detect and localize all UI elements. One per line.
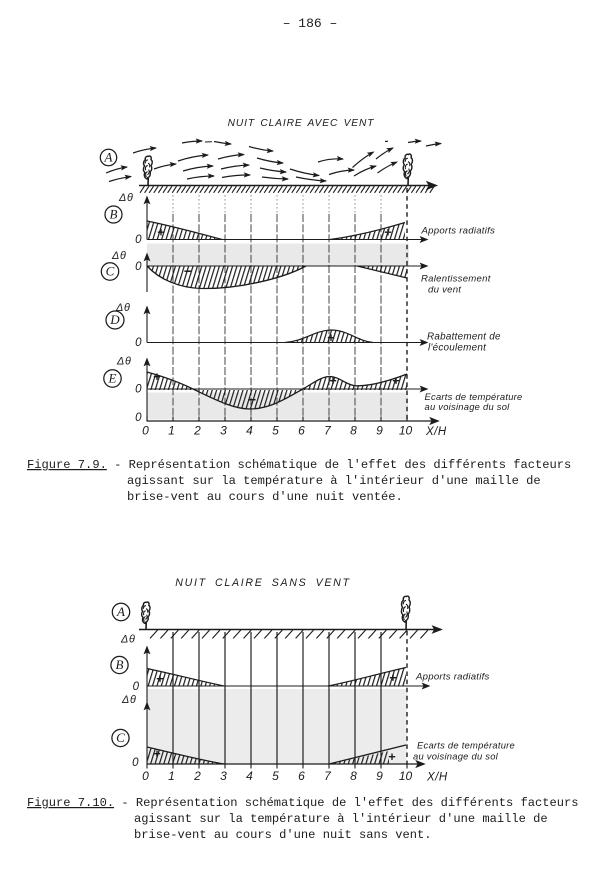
svg-text:Ecarts de température: Ecarts de température [417, 740, 515, 751]
svg-text:Δθ: Δθ [116, 356, 132, 368]
svg-text:Δθ: Δθ [118, 192, 134, 204]
svg-text:du vent: du vent [428, 285, 461, 296]
svg-text:A: A [116, 604, 125, 619]
svg-text:3: 3 [220, 424, 227, 438]
svg-text:brise-vent au cours d'une nuit: brise-vent au cours d'une nuit sans vent… [134, 828, 432, 842]
svg-text:Ecarts de température: Ecarts de température [425, 391, 523, 402]
svg-text:7: 7 [324, 424, 332, 438]
svg-text:au voisinage du sol: au voisinage du sol [425, 401, 511, 412]
svg-text:0: 0 [135, 384, 142, 396]
svg-text:3: 3 [220, 769, 227, 783]
svg-text:Δθ: Δθ [120, 634, 136, 646]
svg-text:au voisinage du sol: au voisinage du sol [413, 751, 499, 762]
svg-text:2: 2 [193, 424, 201, 438]
svg-text:6: 6 [298, 424, 305, 438]
svg-text:l'écoulement: l'écoulement [428, 343, 487, 354]
svg-text:9: 9 [376, 424, 383, 438]
svg-text:Ralentissement: Ralentissement [421, 274, 491, 285]
svg-text:1: 1 [168, 424, 175, 438]
svg-text:NUIT CLAIRE SANS VENT: NUIT CLAIRE SANS VENT [175, 577, 350, 589]
svg-text:agissant sur la température à: agissant sur la température à l'intérieu… [127, 474, 541, 488]
svg-text:0: 0 [133, 681, 140, 693]
svg-text:8: 8 [350, 424, 357, 438]
svg-text:brise-vent au cours d'une nuit: brise-vent au cours d'une nuit ventée. [127, 490, 403, 504]
svg-text:Rabattement de: Rabattement de [427, 332, 501, 343]
svg-text:4: 4 [246, 424, 253, 438]
svg-text:8: 8 [350, 769, 357, 783]
svg-text:0: 0 [135, 261, 142, 273]
svg-text:B: B [116, 657, 124, 672]
svg-text:6: 6 [298, 769, 305, 783]
svg-text:agissant sur la température à: agissant sur la température à l'intérieu… [134, 812, 548, 826]
svg-text:0: 0 [135, 234, 142, 246]
svg-text:2: 2 [193, 769, 201, 783]
svg-text:Δθ: Δθ [121, 694, 137, 706]
svg-text:Figure 7.9. - Représentation s: Figure 7.9. - Représentation schématique… [27, 458, 571, 472]
svg-text:B: B [110, 207, 118, 222]
svg-text:5: 5 [272, 424, 279, 438]
svg-text:C: C [106, 264, 115, 279]
svg-text:X/H: X/H [426, 772, 448, 784]
svg-text:10: 10 [399, 769, 413, 783]
svg-text:0: 0 [135, 412, 142, 424]
svg-text:Δθ: Δθ [111, 250, 127, 262]
svg-text:NUIT CLAIRE AVEC VENT: NUIT CLAIRE AVEC VENT [228, 118, 375, 129]
svg-text:0: 0 [142, 424, 149, 438]
svg-text:0: 0 [135, 337, 142, 349]
svg-text:9: 9 [376, 769, 383, 783]
svg-text:Figure 7.10. - Représentation: Figure 7.10. - Représentation schématiqu… [27, 796, 579, 810]
svg-text:D: D [109, 312, 120, 327]
svg-text:0: 0 [142, 769, 149, 783]
svg-text:– 186 –: – 186 – [283, 16, 338, 31]
svg-text:A: A [104, 150, 113, 165]
svg-text:1: 1 [168, 769, 175, 783]
svg-text:X/H: X/H [425, 426, 447, 438]
svg-text:5: 5 [272, 769, 279, 783]
svg-text:E: E [108, 371, 117, 386]
svg-text:7: 7 [324, 769, 332, 783]
svg-text:Apports radiatifs: Apports radiatifs [415, 672, 490, 683]
svg-text:10: 10 [399, 424, 413, 438]
svg-text:4: 4 [246, 769, 253, 783]
svg-text:Δθ: Δθ [115, 302, 131, 314]
svg-text:0: 0 [132, 757, 139, 769]
svg-text:Apports radiatifs: Apports radiatifs [421, 226, 496, 237]
svg-text:C: C [116, 730, 125, 745]
